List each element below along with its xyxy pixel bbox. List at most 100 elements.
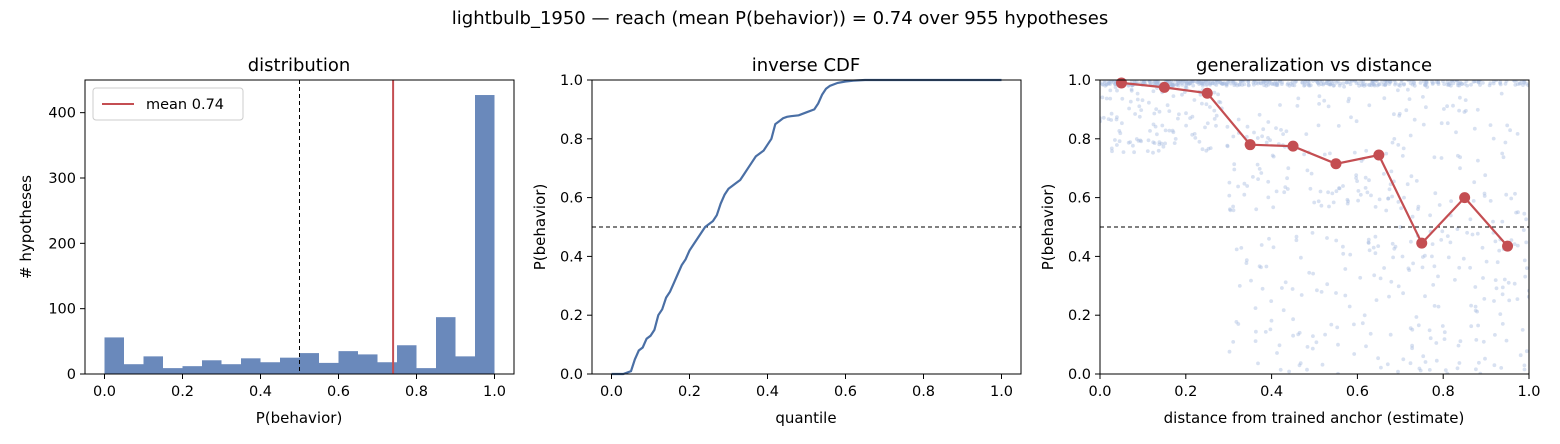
scatter-point [1348,252,1353,257]
scatter-point [1370,80,1374,85]
scatter-point [1253,339,1258,343]
scatter-point [1133,112,1137,116]
scatter-point [1416,204,1421,209]
scatter-point [1156,80,1160,84]
histogram-bar [299,353,319,374]
scatter-point [1236,322,1241,326]
scatter-point [1476,80,1481,85]
scatter-point [1214,83,1219,87]
histogram-bar [455,356,475,374]
scatter-point [1165,103,1170,108]
scatter-point [1303,80,1307,85]
scatter-point [1260,134,1264,139]
scatter-point [1115,143,1119,147]
scatter-point [1199,81,1204,85]
scatter-point [1420,265,1425,270]
scatter-point [1378,276,1383,281]
scatter-point [1113,82,1117,87]
scatter-point [1197,80,1202,83]
scatter-point [1226,80,1231,84]
scatter-point [1383,80,1388,83]
scatter-point [1493,239,1498,244]
scatter-point [1257,167,1262,171]
scatter-point [1199,80,1203,83]
scatter-point [1455,80,1459,83]
scatter-point [1373,205,1378,209]
scatter-point [1275,81,1280,85]
x-tick-label: 1.0 [483,384,506,400]
scatter-point [1524,81,1529,86]
y-tick-label: 0.4 [560,249,583,265]
scatter-point [1457,83,1462,88]
scatter-point [1439,121,1444,126]
scatter-point [1331,83,1336,88]
scatter-point [1275,82,1280,87]
scatter-point [1416,207,1420,212]
scatter-point [1299,293,1304,297]
scatter-point [1373,234,1378,239]
scatter-point [1445,371,1450,374]
scatter-point [1188,81,1192,86]
scatter-point [1112,80,1117,83]
histogram-bar [338,351,358,374]
scatter-point [1242,80,1247,83]
scatter-point [1277,343,1282,348]
scatter-point [1244,258,1249,263]
scatter-point [1255,162,1260,167]
scatter-point [1268,327,1273,332]
x-tick-label: 0.8 [912,384,935,400]
scatter-point [1184,83,1189,88]
scatter-point [1291,317,1295,322]
histogram-bar [143,356,163,374]
scatter-point [1131,143,1135,148]
scatter-point [1209,80,1214,83]
scatter-point [1515,297,1520,301]
scatter-point [1430,82,1435,86]
y-tick-label: 0.2 [1068,308,1091,324]
scatter-point [1442,337,1447,341]
scatter-point [1503,81,1508,86]
scatter-point [1402,82,1406,87]
scatter-point [1212,80,1217,84]
scatter-point [1522,80,1527,83]
scatter-point [1427,328,1432,333]
scatter-point [1141,81,1146,85]
scatter-point [1179,80,1183,83]
scatter-point [1264,140,1269,145]
y-axis-label: # hypotheses [17,175,35,279]
y-ticks: 0.0 0.2 0.4 0.6 0.8 1.0 [560,73,592,383]
scatter-point [1412,80,1416,85]
scatter-point [1308,83,1313,88]
scatter-point [1279,127,1283,132]
scatter-point [1293,80,1297,85]
scatter-point [1216,92,1220,97]
axes-frame [1099,79,1530,375]
scatter-point [1236,117,1241,122]
scatter-point [1244,261,1249,265]
scatter-point [1152,80,1156,84]
scatter-point [1167,128,1172,133]
scatter-point [1242,181,1247,186]
scatter-point [1257,112,1262,117]
scatter-point [1341,184,1345,188]
scatter-point [1306,83,1311,87]
scatter-point [1154,80,1158,84]
scatter-point [1260,286,1265,291]
scatter-point [1367,248,1372,253]
scatter-point [1185,80,1190,85]
scatter-point [1266,179,1271,184]
scatter-point [1229,81,1233,86]
scatter-point [1432,264,1437,269]
scatter-point [1500,285,1505,290]
scatter-point [1240,80,1244,84]
scatter-point [1185,81,1189,85]
scatter-point [1232,167,1237,172]
scatter-point [1464,108,1468,113]
scatter-point [1184,123,1188,128]
axes-frame [591,79,1022,375]
scatter-point [1373,251,1378,256]
scatter-point [1396,200,1401,204]
scatter-point [1186,80,1191,85]
scatter-point [1188,81,1192,86]
scatter-point [1377,82,1381,87]
